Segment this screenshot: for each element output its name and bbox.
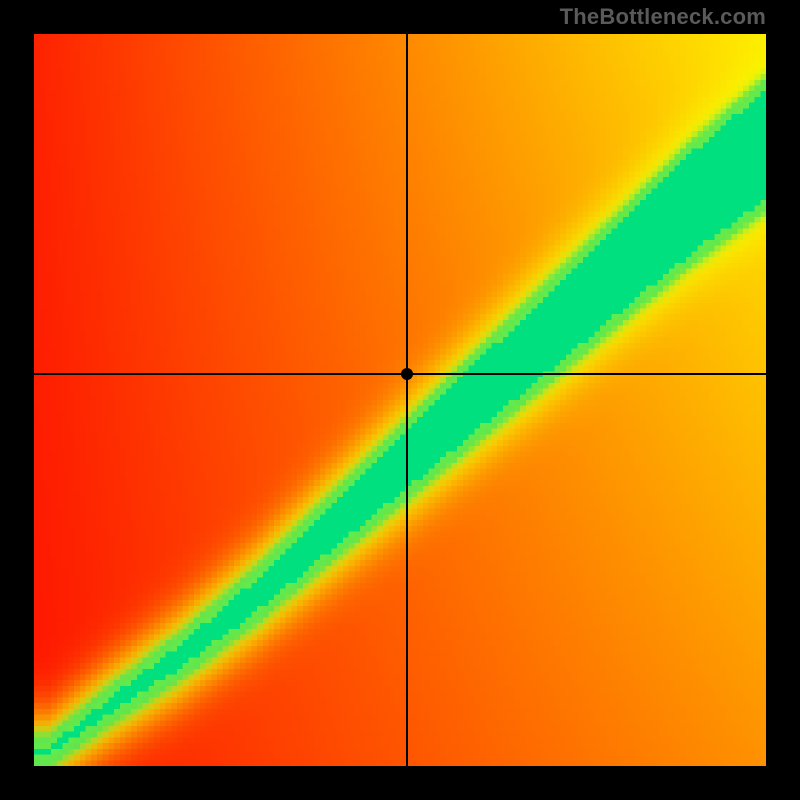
crosshair-point bbox=[401, 368, 413, 380]
crosshair-horizontal bbox=[34, 373, 766, 375]
heatmap-canvas bbox=[34, 34, 766, 766]
crosshair-vertical bbox=[406, 34, 408, 766]
watermark-text: TheBottleneck.com bbox=[560, 4, 766, 30]
bottleneck-heatmap bbox=[34, 34, 766, 766]
